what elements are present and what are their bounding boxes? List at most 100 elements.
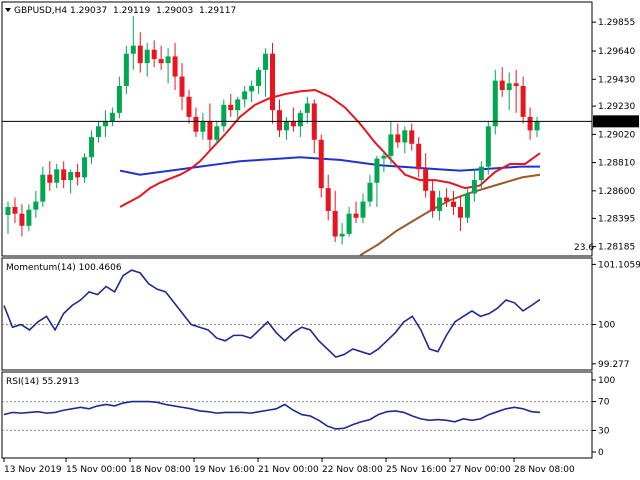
candle-body	[256, 69, 262, 86]
candle-body	[235, 99, 241, 111]
candle-body	[186, 96, 192, 117]
low-value: 1.29003	[156, 6, 193, 16]
time-tick-label: 19 Nov 16:00	[194, 465, 255, 475]
candle-body	[33, 201, 39, 210]
candle-body	[485, 126, 491, 167]
candle-body	[12, 206, 18, 214]
price-tick-label: 1.29020	[598, 130, 635, 140]
time-tick-label: 21 Nov 00:00	[258, 465, 319, 475]
rsi-tick-label: 30	[598, 426, 610, 436]
time-tick-label: 27 Nov 00:00	[450, 465, 511, 475]
momentum-series	[3, 269, 541, 359]
candle-body	[270, 53, 276, 111]
candle-body	[478, 166, 484, 181]
momentum-label: Momentum(14) 100.4606	[6, 263, 122, 273]
candle-body	[249, 85, 255, 92]
candle-body	[200, 120, 206, 132]
candle-body	[82, 157, 88, 178]
candle-body	[346, 213, 352, 234]
chevron-down-icon[interactable]	[5, 8, 11, 12]
rsi-tick-label: 100	[598, 376, 615, 386]
rsi-series	[3, 400, 541, 430]
candle-body	[207, 120, 213, 140]
momentum-axis: 101.1059 100 99.277	[592, 260, 640, 370]
ma-fast-series	[119, 89, 541, 208]
candle-body	[158, 59, 164, 64]
candle-body	[290, 120, 296, 127]
candle-body	[116, 85, 122, 113]
candle-body	[263, 53, 269, 70]
price-tick-label: 1.29640	[598, 47, 635, 57]
candle-body	[506, 83, 512, 91]
current-price-label: 1.29117	[598, 117, 635, 127]
candle-body	[123, 53, 129, 86]
rsi-tick-label: 0	[598, 448, 604, 458]
candle-body	[151, 49, 157, 60]
candle-body	[40, 174, 46, 202]
rsi-label: RSI(14) 55.2913	[6, 377, 79, 387]
price-pane[interactable]	[1, 1, 593, 257]
candles	[5, 16, 540, 245]
candle-body	[304, 103, 310, 113]
open-value: 1.29037	[70, 6, 107, 16]
candle-body	[430, 190, 436, 211]
candle-body	[520, 85, 526, 117]
candle-body	[381, 155, 387, 159]
price-axis: 1.29855 1.29640 1.29430 1.29230 1.29020 1.288…	[592, 18, 639, 253]
candle-body	[534, 121, 540, 131]
candle-body	[5, 206, 11, 216]
time-axis: 13 Nov 2019 15 Nov 00:00 18 Nov 08:00 19 No…	[3, 458, 575, 475]
candle-body	[492, 80, 498, 127]
candle-body	[325, 188, 331, 211]
candle-body	[464, 193, 470, 218]
momentum-pane[interactable]	[1, 257, 593, 371]
candle-body	[360, 201, 366, 218]
candle-body	[339, 233, 345, 237]
candle-body	[451, 201, 457, 207]
rsi-tick-label: 70	[598, 398, 610, 408]
candle-body	[47, 174, 53, 183]
candle-body	[144, 49, 150, 64]
candle-body	[179, 76, 185, 97]
candle-body	[165, 56, 171, 64]
ma-mid-line	[119, 156, 540, 176]
candle-body	[172, 56, 178, 77]
candle-body	[221, 104, 227, 127]
candle-body	[423, 169, 429, 191]
candle-body	[457, 206, 463, 218]
time-tick-label: 15 Nov 00:00	[66, 465, 127, 475]
candle-body	[513, 83, 519, 86]
candle-body	[499, 80, 505, 91]
momentum-tick-label: 99.277	[598, 360, 630, 370]
price-tick-label: 1.28185	[598, 243, 635, 253]
price-tick-label: 1.29430	[598, 75, 635, 85]
time-tick-label: 28 Nov 08:00	[514, 465, 575, 475]
time-tick-label: 25 Nov 16:00	[386, 465, 447, 475]
time-tick-label: 13 Nov 2019	[4, 465, 62, 475]
candle-body	[193, 116, 199, 132]
price-tick-label: 1.28395	[598, 214, 635, 224]
candle-body	[19, 213, 25, 226]
ma-fast-line	[119, 89, 541, 208]
candle-body	[109, 112, 115, 121]
candle-body	[214, 126, 220, 140]
candle-body	[276, 110, 282, 131]
candle-body	[444, 197, 450, 202]
candle-body	[283, 120, 289, 131]
time-tick-label: 22 Nov 08:00	[322, 465, 383, 475]
candle-body	[332, 210, 338, 237]
rsi-pane[interactable]	[1, 371, 593, 459]
corner-label: 23.6	[574, 243, 594, 253]
chart-header: GBPUSD,H4 1.29037 1.29119 1.29003 1.2911…	[5, 6, 236, 16]
ma-slow-line	[359, 173, 541, 257]
candle-body	[75, 172, 81, 178]
candle-body	[228, 104, 234, 111]
candle-body	[437, 197, 443, 211]
candle-body	[297, 112, 303, 127]
ma-mid-series	[119, 156, 540, 176]
momentum-line	[3, 269, 541, 359]
time-tick-label: 18 Nov 08:00	[130, 465, 191, 475]
candle-body	[68, 172, 74, 181]
price-tick-label: 1.29855	[598, 18, 635, 28]
